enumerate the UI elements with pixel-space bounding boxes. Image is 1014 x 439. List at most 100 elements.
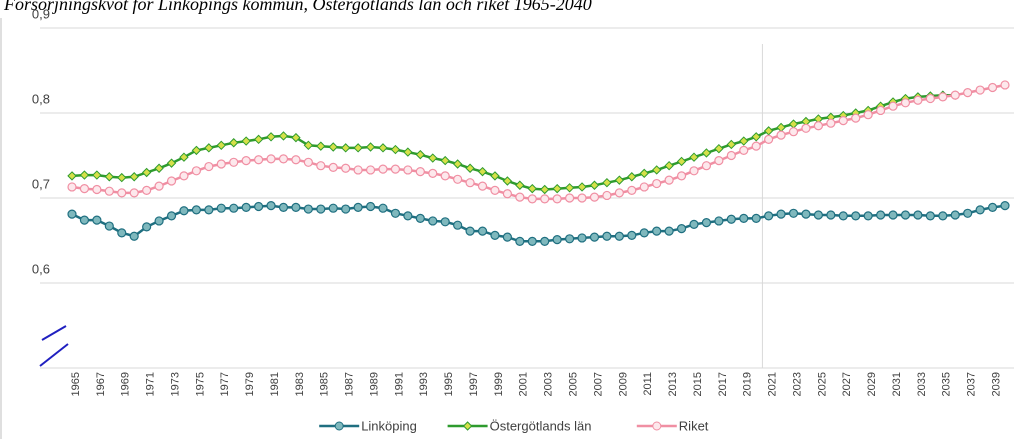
data-point: [166, 176, 177, 186]
x-tick-label: 2035: [941, 372, 953, 396]
data-point: [950, 210, 960, 220]
data-point: [701, 148, 712, 158]
data-point: [278, 131, 289, 141]
legend-label: Riket: [679, 418, 709, 433]
data-point: [253, 134, 264, 145]
data-point: [390, 208, 401, 218]
data-point: [316, 141, 326, 151]
data-point: [664, 226, 674, 236]
y-tick-label: 0,6: [32, 261, 50, 276]
data-point: [651, 165, 662, 175]
y-tick-label: 0,9: [32, 6, 50, 21]
data-point: [676, 224, 687, 234]
x-tick-label: 1967: [95, 372, 107, 396]
data-point: [117, 188, 127, 198]
data-point: [801, 209, 811, 219]
data-point: [278, 154, 289, 164]
y-tick-label: 0,8: [32, 91, 50, 106]
data-point: [154, 181, 164, 191]
data-point: [975, 85, 985, 95]
x-tick-label: 1991: [393, 372, 405, 396]
data-point: [540, 236, 550, 246]
data-point: [739, 136, 749, 146]
x-tick-label: 2009: [617, 372, 629, 396]
data-point: [117, 228, 127, 238]
data-point: [328, 162, 338, 172]
data-point: [142, 185, 152, 195]
data-point: [452, 159, 463, 169]
data-point: [975, 205, 985, 215]
data-point: [602, 190, 612, 201]
data-point: [254, 201, 264, 212]
data-point: [104, 186, 114, 196]
data-point: [92, 184, 102, 195]
data-point: [689, 219, 699, 229]
data-point: [963, 87, 973, 98]
x-tick-label: 2017: [717, 372, 729, 396]
data-point: [502, 189, 512, 199]
x-tick-label: 1973: [169, 372, 181, 396]
data-point: [490, 185, 500, 195]
x-tick-label: 1977: [219, 372, 231, 396]
x-tick-label: 2027: [841, 372, 853, 396]
x-tick-label: 2033: [916, 372, 928, 396]
legend-marker: [652, 421, 662, 431]
data-point: [477, 181, 488, 191]
data-point: [552, 194, 562, 204]
data-point: [79, 215, 90, 225]
data-point: [129, 172, 139, 182]
x-tick-label: 1995: [443, 372, 455, 396]
data-point: [403, 147, 413, 157]
data-point: [776, 122, 786, 133]
data-point: [776, 209, 786, 219]
data-point: [179, 206, 189, 216]
data-point: [726, 139, 737, 150]
data-point: [664, 160, 674, 171]
data-point: [614, 175, 625, 185]
data-point: [714, 143, 724, 154]
data-point: [714, 156, 724, 166]
x-tick-label: 1989: [368, 372, 380, 396]
data-point: [477, 226, 488, 236]
data-point: [341, 163, 351, 173]
data-point: [1000, 201, 1010, 211]
data-point: [602, 177, 612, 188]
x-tick-label: 1983: [294, 372, 306, 396]
data-point: [104, 172, 115, 182]
data-point: [129, 231, 139, 241]
legend-label: Linköping: [361, 418, 417, 433]
data-point: [241, 202, 251, 212]
x-tick-label: 1985: [319, 372, 331, 396]
data-point: [390, 144, 401, 155]
data-point: [453, 220, 463, 230]
y-tick-label: 0,7: [32, 176, 50, 191]
x-tick-label: 2005: [568, 372, 580, 396]
data-point: [564, 183, 575, 193]
data-point: [726, 214, 736, 224]
data-point: [614, 188, 624, 198]
data-point: [428, 168, 438, 178]
data-point: [614, 231, 624, 241]
data-point: [764, 211, 774, 221]
data-point: [826, 118, 836, 128]
data-point: [229, 203, 239, 213]
data-point: [303, 204, 313, 214]
x-tick-label: 1993: [418, 372, 430, 396]
data-point: [577, 233, 587, 243]
data-point: [875, 105, 886, 116]
data-point: [365, 142, 376, 152]
data-point: [577, 193, 587, 203]
data-point: [465, 178, 475, 188]
data-point: [365, 165, 376, 175]
data-point: [490, 230, 500, 240]
data-point: [689, 166, 699, 176]
data-point: [801, 123, 811, 133]
data-point: [403, 211, 413, 221]
data-point: [191, 205, 201, 215]
data-point: [863, 110, 873, 120]
data-point: [987, 202, 998, 212]
data-point: [552, 183, 562, 194]
data-point: [142, 222, 152, 232]
data-point: [900, 210, 911, 220]
data-point: [266, 201, 276, 211]
